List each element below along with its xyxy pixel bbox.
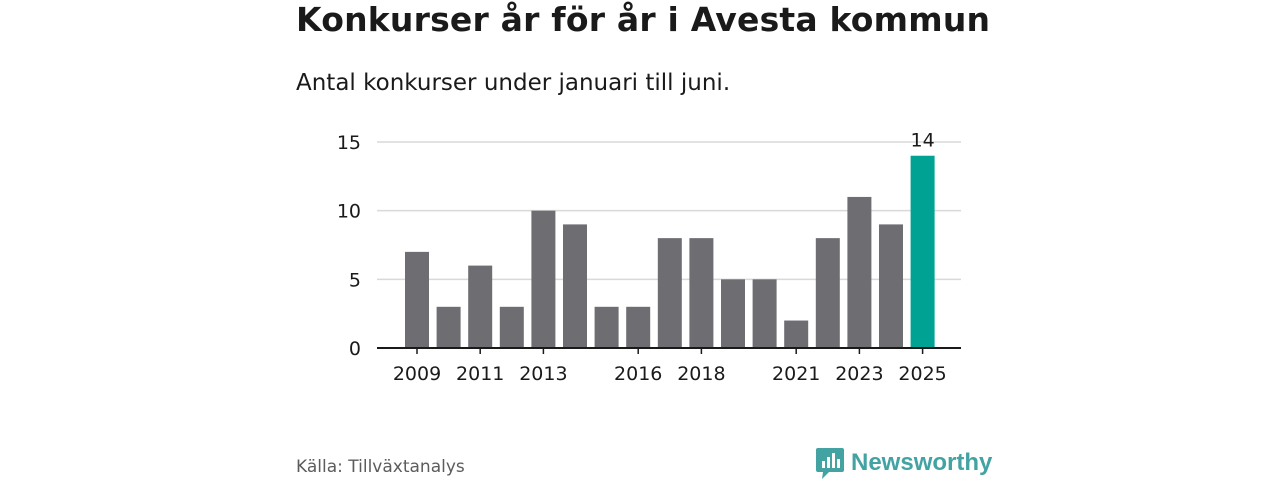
bar [721,279,745,348]
x-tick-label: 2016 [614,363,662,385]
bar [815,238,840,348]
newsworthy-logo-icon [816,448,844,479]
bar [594,306,619,348]
bar [436,306,461,348]
chart-title: Konkurser år för år i Avesta kommun [296,0,991,39]
bar [499,306,524,348]
x-tick-label: 2023 [835,363,883,385]
y-tick-label: 0 [349,338,361,360]
x-tick-label: 2013 [519,363,567,385]
y-tick-label: 10 [337,201,361,223]
source-note: Källa: Tillväxtanalys [296,457,465,477]
x-tick-label: 2009 [393,363,441,385]
x-tick-label: 2018 [677,363,725,385]
bar [784,320,809,348]
bar [657,238,682,348]
bar [879,224,903,348]
bar [563,224,587,348]
y-tick-label: 5 [349,269,361,291]
data-label: 14 [911,130,935,152]
bar [405,251,429,348]
x-tick-label: 2025 [898,363,946,385]
bar [531,210,556,348]
y-tick-label: 15 [337,132,361,154]
brand-logo: Newsworthy [815,446,992,480]
bar [626,306,651,348]
bar [847,196,872,348]
bar [689,238,714,348]
chart-subtitle: Antal konkurser under januari till juni. [296,70,731,96]
x-tick-label: 2011 [456,363,504,385]
bar [752,279,777,348]
bar-highlight [910,155,935,348]
brand-name: Newsworthy [851,449,993,476]
bar [468,265,493,348]
x-tick-label: 2021 [772,363,820,385]
